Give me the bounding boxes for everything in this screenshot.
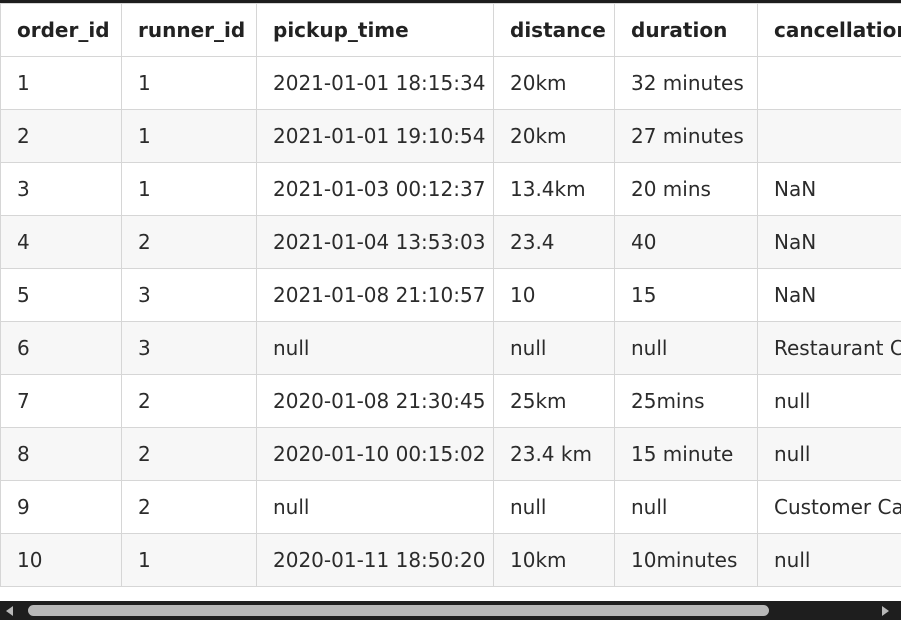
cell-duration: null	[614, 480, 758, 534]
cell-duration: 32 minutes	[614, 56, 758, 110]
cell-runner-id: 1	[121, 56, 257, 110]
table-viewport: order_id runner_id pickup_time distance …	[0, 3, 901, 601]
column-header-pickup-time[interactable]: pickup_time	[256, 3, 494, 57]
column-header-distance[interactable]: distance	[493, 3, 615, 57]
cell-distance: 20km	[493, 56, 615, 110]
data-table: order_id runner_id pickup_time distance …	[0, 3, 901, 587]
cell-cancellation: NaN	[757, 162, 901, 216]
table-row: 8 2 2020-01-10 00:15:02 23.4 km 15 minut…	[0, 427, 901, 481]
cell-distance: 25km	[493, 374, 615, 428]
table-row: 6 3 null null null Restaurant Cancellati…	[0, 321, 901, 375]
column-header-order-id[interactable]: order_id	[0, 3, 122, 57]
table-row: 2 1 2021-01-01 19:10:54 20km 27 minutes	[0, 109, 901, 163]
cell-order-id: 10	[0, 533, 122, 587]
cell-runner-id: 1	[121, 109, 257, 163]
cell-cancellation: null	[757, 533, 901, 587]
cell-cancellation: Restaurant Cancellation	[757, 321, 901, 375]
cell-pickup-time: null	[256, 321, 494, 375]
cell-distance: 13.4km	[493, 162, 615, 216]
cell-distance: 23.4 km	[493, 427, 615, 481]
cell-order-id: 9	[0, 480, 122, 534]
cell-duration: 27 minutes	[614, 109, 758, 163]
cell-runner-id: 3	[121, 321, 257, 375]
cell-pickup-time: 2020-01-08 21:30:45	[256, 374, 494, 428]
cell-duration: 15 minute	[614, 427, 758, 481]
scrollbar-thumb[interactable]	[28, 605, 769, 616]
cell-pickup-time: null	[256, 480, 494, 534]
cell-runner-id: 3	[121, 268, 257, 322]
cell-pickup-time: 2021-01-03 00:12:37	[256, 162, 494, 216]
cell-duration: 25mins	[614, 374, 758, 428]
cell-runner-id: 2	[121, 480, 257, 534]
table-row: 1 1 2021-01-01 18:15:34 20km 32 minutes	[0, 56, 901, 110]
cell-pickup-time: 2021-01-01 18:15:34	[256, 56, 494, 110]
cell-runner-id: 2	[121, 374, 257, 428]
cell-pickup-time: 2020-01-11 18:50:20	[256, 533, 494, 587]
cell-order-id: 3	[0, 162, 122, 216]
cell-order-id: 7	[0, 374, 122, 428]
cell-duration: null	[614, 321, 758, 375]
cell-cancellation	[757, 56, 901, 110]
table-row: 10 1 2020-01-11 18:50:20 10km 10minutes …	[0, 533, 901, 587]
cell-pickup-time: 2021-01-08 21:10:57	[256, 268, 494, 322]
table-row: 5 3 2021-01-08 21:10:57 10 15 NaN	[0, 268, 901, 322]
cell-distance: 20km	[493, 109, 615, 163]
cell-distance: 23.4	[493, 215, 615, 269]
cell-order-id: 6	[0, 321, 122, 375]
cell-cancellation: NaN	[757, 268, 901, 322]
cell-pickup-time: 2021-01-04 13:53:03	[256, 215, 494, 269]
cell-order-id: 8	[0, 427, 122, 481]
column-header-runner-id[interactable]: runner_id	[121, 3, 257, 57]
scroll-right-arrow-icon[interactable]	[882, 606, 889, 616]
cell-runner-id: 2	[121, 215, 257, 269]
cell-runner-id: 1	[121, 533, 257, 587]
cell-order-id: 5	[0, 268, 122, 322]
table-row: 3 1 2021-01-03 00:12:37 13.4km 20 mins N…	[0, 162, 901, 216]
table-header-row: order_id runner_id pickup_time distance …	[0, 3, 901, 57]
cell-order-id: 4	[0, 215, 122, 269]
cell-distance: null	[493, 480, 615, 534]
cell-runner-id: 2	[121, 427, 257, 481]
cell-runner-id: 1	[121, 162, 257, 216]
horizontal-scrollbar[interactable]	[0, 601, 901, 620]
cell-cancellation: null	[757, 374, 901, 428]
cell-cancellation: Customer Cancellation	[757, 480, 901, 534]
cell-distance: null	[493, 321, 615, 375]
cell-pickup-time: 2020-01-10 00:15:02	[256, 427, 494, 481]
column-header-duration[interactable]: duration	[614, 3, 758, 57]
table-row: 7 2 2020-01-08 21:30:45 25km 25mins null	[0, 374, 901, 428]
column-header-cancellation[interactable]: cancellation	[757, 3, 901, 57]
cell-cancellation	[757, 109, 901, 163]
cell-order-id: 2	[0, 109, 122, 163]
cell-duration: 40	[614, 215, 758, 269]
cell-cancellation: NaN	[757, 215, 901, 269]
cell-duration: 10minutes	[614, 533, 758, 587]
cell-pickup-time: 2021-01-01 19:10:54	[256, 109, 494, 163]
table-row: 4 2 2021-01-04 13:53:03 23.4 40 NaN	[0, 215, 901, 269]
cell-duration: 20 mins	[614, 162, 758, 216]
cell-distance: 10	[493, 268, 615, 322]
cell-duration: 15	[614, 268, 758, 322]
cell-distance: 10km	[493, 533, 615, 587]
cell-order-id: 1	[0, 56, 122, 110]
table-row: 9 2 null null null Customer Cancellation	[0, 480, 901, 534]
scroll-left-arrow-icon[interactable]	[6, 606, 13, 616]
cell-cancellation: null	[757, 427, 901, 481]
